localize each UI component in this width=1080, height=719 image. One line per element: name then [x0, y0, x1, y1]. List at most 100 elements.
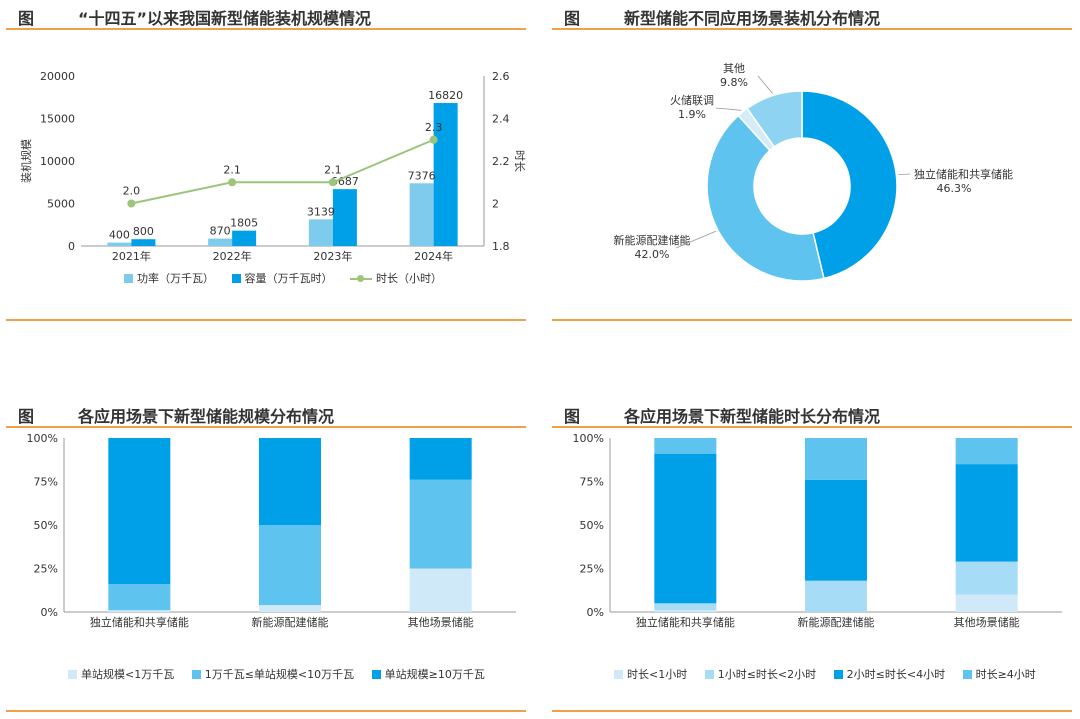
- legend-swatch: [371, 670, 381, 679]
- stacked-segment: [108, 610, 171, 612]
- legend-swatch: [614, 670, 623, 679]
- slice-name-label: 独立储能和共享储能: [914, 167, 1013, 181]
- stacked-segment: [259, 438, 321, 525]
- slice-value-label: 42.0%: [635, 248, 670, 261]
- panel-install-scale: 图 “十四五”以来我国新型储能装机规模情况 0 5000 10000 15000 200…: [6, 4, 526, 322]
- install-scale-chart: 0 5000 10000 15000 20000 1.8 2 2.2 2.4 2.6 装机规模 时长 4…: [19, 70, 526, 263]
- legend-label: 时长≥4小时: [975, 668, 1036, 681]
- chart-title: 各应用场景下新型储能时长分布情况: [624, 407, 881, 426]
- legend-swatch: [191, 670, 201, 679]
- bar-power-label: 870: [210, 225, 231, 238]
- legend-label: 1万千瓦≤单站规模<10万千瓦: [204, 668, 355, 681]
- stacked-segment: [955, 438, 1018, 465]
- y-tick-label: 15000: [40, 113, 75, 126]
- stacked-segment: [654, 610, 717, 612]
- legend-item-capacity: 容量（万千瓦时）: [231, 270, 333, 286]
- x-tick-label: 2022年: [213, 249, 252, 263]
- x-tick-label: 2021年: [112, 249, 151, 263]
- duration-line: [131, 138, 435, 205]
- donut-slice: [801, 90, 898, 280]
- y2-tick-label: 2.6: [492, 70, 510, 83]
- legend-label: 单站规模≥10万千瓦: [384, 668, 485, 681]
- duration-label: 2.3: [425, 121, 443, 134]
- legend-label: 单站规模<1万千瓦: [81, 668, 175, 681]
- legend-line-swatch: [350, 274, 372, 283]
- y2-tick-label: 1.8: [492, 240, 510, 253]
- duration-label: 2.1: [324, 163, 342, 176]
- stacked-segment: [108, 438, 171, 585]
- stacked-segment: [259, 525, 321, 606]
- y2-axis-title: 时长: [513, 150, 526, 172]
- stacked-segment: [654, 438, 717, 454]
- legend-label: 功率（万千瓦）: [137, 272, 214, 285]
- legend-label: 时长<1小时: [627, 668, 688, 681]
- panel-title-bar: 图 新型储能不同应用场景装机分布情况: [552, 4, 1072, 30]
- y-tick-label: 25%: [580, 563, 604, 576]
- legend-item-medium: 1万千瓦≤单站规模<10万千瓦: [191, 666, 355, 682]
- bar-capacity-label: 800: [133, 225, 154, 238]
- y-tick-label: 100%: [573, 432, 604, 445]
- leader-line: [898, 173, 911, 176]
- bar-capacity-label: 6687: [331, 175, 359, 188]
- y2-tick-label: 2.4: [492, 113, 510, 126]
- legend-label: 容量（万千瓦时）: [244, 272, 333, 285]
- leader-line: [675, 230, 717, 249]
- bar-capacity: [131, 239, 156, 246]
- y-tick-label: 20000: [40, 70, 75, 83]
- bar-power-label: 7376: [408, 169, 436, 182]
- legend-item-large: 单站规模≥10万千瓦: [371, 666, 485, 682]
- stacked-segment: [654, 603, 717, 611]
- panel-bottom-rule: [6, 319, 526, 321]
- panel-scene-distribution: 图 新型储能不同应用场景装机分布情况 独立储能和共享储能 46.3% 新能源配建储能…: [552, 4, 1072, 322]
- bar-power: [107, 242, 132, 246]
- stacked-segment: [955, 561, 1018, 595]
- legend-swatch: [231, 274, 241, 283]
- y-tick-label: 0%: [587, 606, 604, 619]
- bar-capacity: [433, 103, 458, 246]
- scale-stacked-chart: 0% 25% 50% 75% 100% 独立储能和共享储能 新能源配建储能 其他场景储能: [27, 432, 516, 629]
- stacked-segment: [955, 464, 1018, 562]
- panel-bottom-rule: [6, 710, 526, 712]
- bar-power: [208, 238, 233, 246]
- duration-stacked-chart: 0% 25% 50% 75% 100% 独立储能和共享储能 新能源配建储能 其他场景储能: [573, 432, 1062, 629]
- chart4-legend: 时长<1小时 1小时≤时长<2小时 2小时≤时长<4小时 时长≥4小时: [614, 666, 1050, 682]
- stacked-segment: [259, 605, 321, 612]
- legend-swatch: [962, 670, 972, 679]
- x-tick-label: 新能源配建储能: [798, 615, 875, 629]
- stacked-segment: [805, 438, 867, 480]
- duration-point: [228, 178, 237, 187]
- legend-item-1to2h: 1小时≤时长<2小时: [704, 666, 816, 682]
- x-tick-label: 其他场景储能: [408, 615, 474, 629]
- x-tick-label: 新能源配建储能: [252, 615, 329, 629]
- duration-point: [429, 135, 438, 144]
- x-tick-label: 其他场景储能: [954, 615, 1020, 629]
- stacked-segment: [108, 584, 171, 611]
- x-tick-label: 独立储能和共享储能: [90, 615, 189, 629]
- chart-title: “十四五”以来我国新型储能装机规模情况: [78, 9, 372, 28]
- bar-power-label: 3139: [307, 205, 335, 218]
- figure-label: 图: [564, 407, 581, 426]
- donut-slice: [746, 90, 803, 148]
- panel-scale-distribution: 图 各应用场景下新型储能规模分布情况 0% 25% 50% 75% 100% 独立储能和共…: [6, 402, 526, 714]
- y2-tick-label: 2: [492, 198, 499, 211]
- leader-line: [715, 107, 742, 111]
- chart3-legend: 单站规模<1万千瓦 1万千瓦≤单站规模<10万千瓦 单站规模≥10万千瓦: [68, 666, 499, 682]
- figure-label: 图: [18, 9, 35, 28]
- slice-name-label: 其他: [723, 62, 745, 75]
- y-tick-label: 0%: [41, 606, 58, 619]
- bar-capacity-label: 16820: [428, 89, 463, 102]
- bar-power: [409, 183, 434, 246]
- y2-tick-label: 2.2: [492, 155, 510, 168]
- panel-title-bar: 图 “十四五”以来我国新型储能装机规模情况: [6, 4, 526, 30]
- y-tick-label: 0: [68, 240, 75, 253]
- stacked-segment: [805, 580, 867, 612]
- chart-title: 各应用场景下新型储能规模分布情况: [78, 407, 335, 426]
- x-tick-label: 2023年: [313, 249, 352, 263]
- stacked-segment: [805, 479, 867, 581]
- y-tick-label: 100%: [27, 432, 58, 445]
- legend-item-duration: 时长（小时）: [350, 270, 442, 286]
- figure-label: 图: [18, 407, 35, 426]
- chart1-legend: 功率（万千瓦） 容量（万千瓦时） 时长（小时）: [124, 270, 456, 286]
- legend-swatch: [124, 274, 133, 283]
